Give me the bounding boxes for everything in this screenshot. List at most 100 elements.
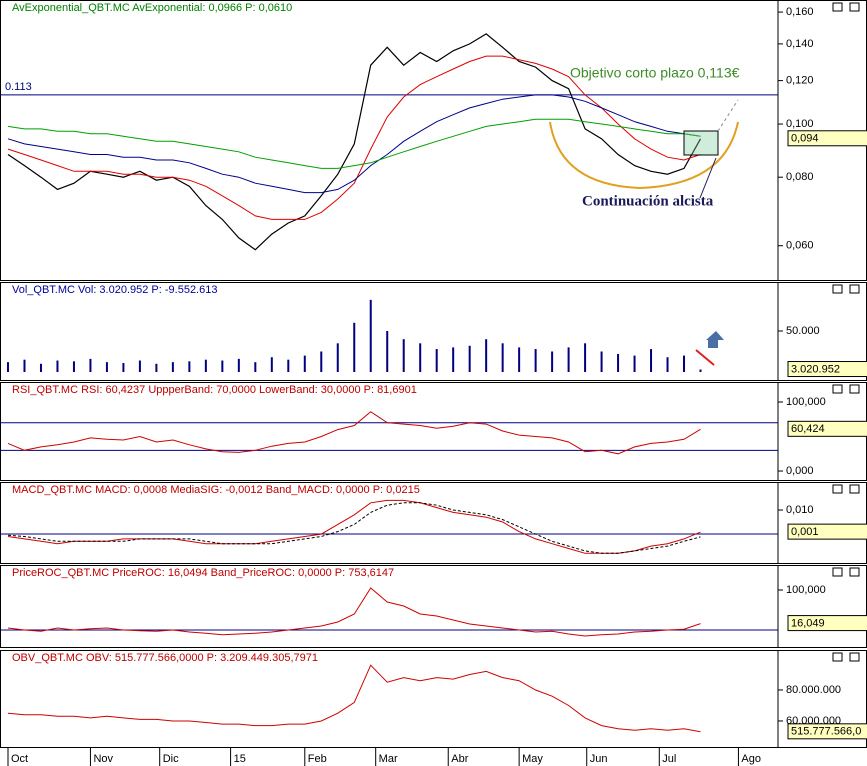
volume-bar bbox=[204, 359, 207, 372]
y-tick-label: 0,060 bbox=[786, 240, 814, 252]
volume-bar bbox=[468, 345, 471, 372]
volume-bar bbox=[72, 361, 75, 372]
panel: 0,060 0,080 0,100 0,120 0,140 0,160 0.113 AvExp… bbox=[0, 0, 867, 281]
header-bg bbox=[1, 566, 701, 579]
x-tick-label: Ago bbox=[741, 753, 761, 765]
y-tick-label: 0,120 bbox=[786, 75, 814, 87]
header-bg bbox=[1, 283, 701, 296]
volume-bar bbox=[369, 299, 372, 372]
decorations bbox=[549, 99, 739, 366]
volume-bar bbox=[122, 362, 125, 372]
highlight-box bbox=[683, 130, 719, 156]
volume-bar bbox=[320, 351, 323, 372]
header-bg bbox=[1, 651, 701, 664]
panel-header: MACD_QBT.MC MACD: 0,0008 MediaSIG: -0,00… bbox=[12, 484, 420, 496]
y-tick-label: 80.000.000 bbox=[786, 684, 841, 696]
last-value-label: 60,424 bbox=[791, 423, 825, 435]
last-value-label: 16,049 bbox=[791, 617, 825, 629]
volume-bar bbox=[567, 347, 570, 372]
y-tick-label: 0,010 bbox=[786, 504, 814, 516]
volume-bar bbox=[254, 362, 257, 372]
last-value-box bbox=[787, 523, 867, 540]
volume-bar bbox=[287, 359, 290, 372]
series-line bbox=[7, 499, 701, 554]
x-tick-label: Oct bbox=[11, 753, 28, 765]
y-tick-label: 0,000 bbox=[786, 465, 814, 477]
volume-bar bbox=[699, 369, 702, 372]
y-tick-label: 100,000 bbox=[786, 584, 826, 596]
series-line bbox=[7, 118, 701, 169]
panel-button bbox=[849, 652, 860, 662]
volume-bar bbox=[56, 360, 59, 372]
volume-bar bbox=[353, 322, 356, 372]
volume-bar bbox=[584, 343, 587, 372]
volume-bar bbox=[138, 360, 141, 372]
volume-bar bbox=[221, 360, 224, 372]
volume-bar bbox=[419, 343, 422, 372]
cup-arc bbox=[549, 121, 739, 190]
panel: 100,000 PriceROC_QBT.MC PriceROC: 16,0494… bbox=[0, 565, 867, 648]
volume-bar bbox=[452, 347, 455, 372]
volume-bar bbox=[402, 339, 405, 372]
panel-header: OBV_QBT.MC OBV: 515.777.566,0000 P: 3.20… bbox=[12, 652, 318, 664]
volume-bar bbox=[617, 353, 620, 372]
x-tick-label: Abr bbox=[451, 753, 468, 765]
x-tick-label: 15 bbox=[234, 753, 246, 765]
volume-bar bbox=[237, 358, 240, 372]
volume-bar bbox=[188, 361, 191, 372]
panel-button bbox=[832, 284, 843, 294]
volume-bar bbox=[7, 362, 9, 372]
volume-bar bbox=[171, 362, 174, 372]
x-tick-label: Nov bbox=[93, 753, 113, 765]
volume-bar bbox=[501, 343, 504, 372]
panel-button bbox=[832, 484, 843, 494]
panel-header: Vol_QBT.MC Vol: 3.020.952 P: -9.552.613 bbox=[12, 284, 217, 296]
y-tick-label: 100,000 bbox=[786, 396, 826, 408]
header-bg bbox=[1, 383, 701, 396]
volume-bar bbox=[683, 355, 686, 372]
series-line bbox=[7, 664, 701, 733]
panel: 50.000 Vol_QBT.MC Vol: 3.020.952 P: -9.55… bbox=[0, 282, 867, 381]
volume-bar bbox=[105, 362, 108, 372]
panel-button bbox=[849, 384, 860, 394]
series-line bbox=[7, 411, 701, 455]
x-tick-label: Jul bbox=[662, 753, 676, 765]
panel-button bbox=[849, 2, 860, 12]
series-line bbox=[7, 502, 701, 554]
x-tick-label: Feb bbox=[308, 753, 327, 765]
last-value-box bbox=[787, 361, 867, 378]
target-arrow bbox=[717, 99, 739, 132]
last-value-box bbox=[787, 420, 867, 437]
panel-button bbox=[832, 567, 843, 577]
last-value-box bbox=[787, 130, 867, 147]
header-bg bbox=[1, 483, 701, 496]
annotation: Objetivo corto plazo 0,113€ bbox=[570, 65, 740, 81]
volume-bar bbox=[600, 351, 603, 372]
volume-bar bbox=[518, 347, 521, 372]
y-tick-label: 0,100 bbox=[786, 118, 814, 130]
last-value-label: 515.777.566,0 bbox=[791, 726, 861, 738]
last-value-label: 0,094 bbox=[791, 133, 819, 145]
volume-bar bbox=[23, 359, 26, 372]
series-line bbox=[7, 33, 702, 251]
panel-button bbox=[849, 484, 860, 494]
panel-button bbox=[832, 2, 843, 12]
volume-red-mark bbox=[695, 349, 715, 366]
last-value-box bbox=[787, 615, 867, 632]
header-bg bbox=[1, 1, 701, 14]
volume-up-arrow bbox=[706, 331, 724, 348]
volume-bar bbox=[633, 355, 636, 372]
volume-bar bbox=[270, 357, 273, 372]
annotation: Continuación alcista bbox=[582, 193, 714, 209]
volume-bar bbox=[435, 349, 438, 372]
y-tick-label: 0,080 bbox=[786, 171, 814, 183]
volume-bar bbox=[336, 343, 339, 372]
volume-bar bbox=[155, 363, 158, 372]
volume-bar bbox=[650, 349, 653, 372]
x-tick-label: Dic bbox=[163, 753, 179, 765]
series-line bbox=[7, 55, 701, 220]
panel-button bbox=[832, 384, 843, 394]
x-tick-label: May bbox=[522, 753, 543, 765]
